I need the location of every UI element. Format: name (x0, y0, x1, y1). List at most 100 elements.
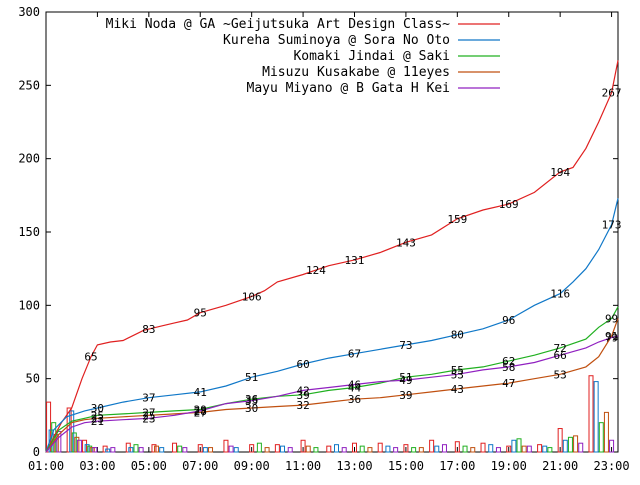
bar (516, 438, 522, 453)
bar (133, 444, 139, 453)
x-tick-label: 11:00 (285, 459, 321, 473)
bar (249, 444, 255, 453)
bar (454, 441, 460, 453)
bar (562, 439, 568, 453)
data-label: 46 (348, 379, 361, 392)
data-label: 79 (605, 332, 618, 345)
bar (567, 436, 573, 453)
bar (609, 439, 615, 453)
bar (411, 447, 417, 453)
data-label: 73 (399, 339, 412, 352)
data-label: 51 (245, 371, 258, 384)
y-tick-label: 100 (18, 298, 40, 312)
data-label: 53 (451, 368, 464, 381)
bar (351, 442, 357, 453)
bar (526, 445, 532, 453)
bar (462, 445, 468, 453)
data-label: 32 (296, 399, 309, 412)
bar (593, 381, 599, 453)
bar (603, 411, 609, 453)
data-label: 91 (605, 330, 618, 343)
data-label: 58 (502, 361, 515, 374)
data-label: 106 (242, 291, 262, 304)
x-tick-label: 19:00 (491, 459, 527, 473)
series-line (45, 335, 619, 453)
data-label: 47 (502, 377, 515, 390)
bar (256, 442, 262, 453)
axis-ticks: 0 50 100 150 200 250 300 01:00 03:00 05:00 07:00 09… (18, 5, 629, 473)
bar (274, 444, 280, 453)
data-label: 124 (306, 264, 326, 277)
data-label: 35 (245, 395, 258, 408)
bar (110, 447, 116, 453)
bar (511, 439, 517, 453)
bar (367, 447, 373, 453)
data-label: 23 (142, 412, 155, 425)
data-label: 37 (142, 392, 155, 405)
series-line (45, 306, 619, 453)
data-label: 30 (91, 402, 104, 415)
data-label: 99 (605, 313, 618, 326)
bar (326, 445, 332, 453)
bar (84, 444, 90, 453)
legend-label: Miki Noda @ GA ~Geijutsuka Art Design Cl… (106, 17, 451, 32)
y-tick-label: 150 (18, 225, 40, 239)
bar (403, 444, 409, 453)
bar (341, 447, 347, 453)
bar (92, 447, 98, 453)
x-tick-label: 05:00 (131, 459, 167, 473)
data-label: 27 (194, 406, 207, 419)
bar (300, 439, 306, 453)
x-tick-label: 07:00 (182, 459, 218, 473)
bar (480, 442, 486, 453)
data-label: 42 (296, 384, 309, 397)
bar (159, 447, 165, 453)
bar (182, 447, 188, 453)
y-tick-label: 50 (26, 372, 40, 386)
data-label: 27 (142, 406, 155, 419)
data-label: 44 (348, 381, 362, 394)
y-tick-label: 200 (18, 152, 40, 166)
bar (305, 445, 311, 453)
bar (177, 445, 183, 453)
bar (151, 444, 157, 453)
bar (441, 444, 447, 453)
data-label: 131 (345, 254, 365, 267)
bar (547, 447, 553, 453)
data-label: 67 (348, 348, 361, 361)
bar (588, 375, 594, 453)
data-label: 49 (399, 374, 412, 387)
bar (89, 447, 95, 453)
data-labels: 65 83 95 106 124 131 143 159 169 194 267 30 37 41 51 60… (84, 87, 621, 429)
bar (313, 447, 319, 453)
data-label: 194 (550, 166, 570, 179)
x-tick-label: 13:00 (336, 459, 372, 473)
x-tick-label: 17:00 (439, 459, 475, 473)
series-line (45, 318, 619, 453)
data-label: 159 (447, 213, 467, 226)
data-label: 39 (399, 389, 412, 402)
bar (287, 447, 293, 453)
legend-label: Komaki Jindai @ Saki (293, 49, 450, 64)
bar (573, 435, 579, 453)
data-label: 53 (554, 368, 567, 381)
bar (74, 436, 80, 453)
data-label: 39 (296, 389, 309, 402)
bar (76, 439, 82, 453)
bar (264, 447, 270, 453)
series-line (45, 198, 619, 453)
bar (377, 442, 383, 453)
bar (385, 445, 391, 453)
bar (359, 445, 365, 453)
bar (228, 445, 234, 453)
series-line (45, 60, 619, 453)
bar (71, 432, 77, 453)
x-tick-label: 21:00 (542, 459, 578, 473)
bar (393, 447, 399, 453)
bar (56, 430, 62, 453)
bar (578, 442, 584, 453)
data-label: 51 (399, 371, 412, 384)
data-label: 36 (348, 393, 361, 406)
data-label: 21 (91, 415, 104, 428)
